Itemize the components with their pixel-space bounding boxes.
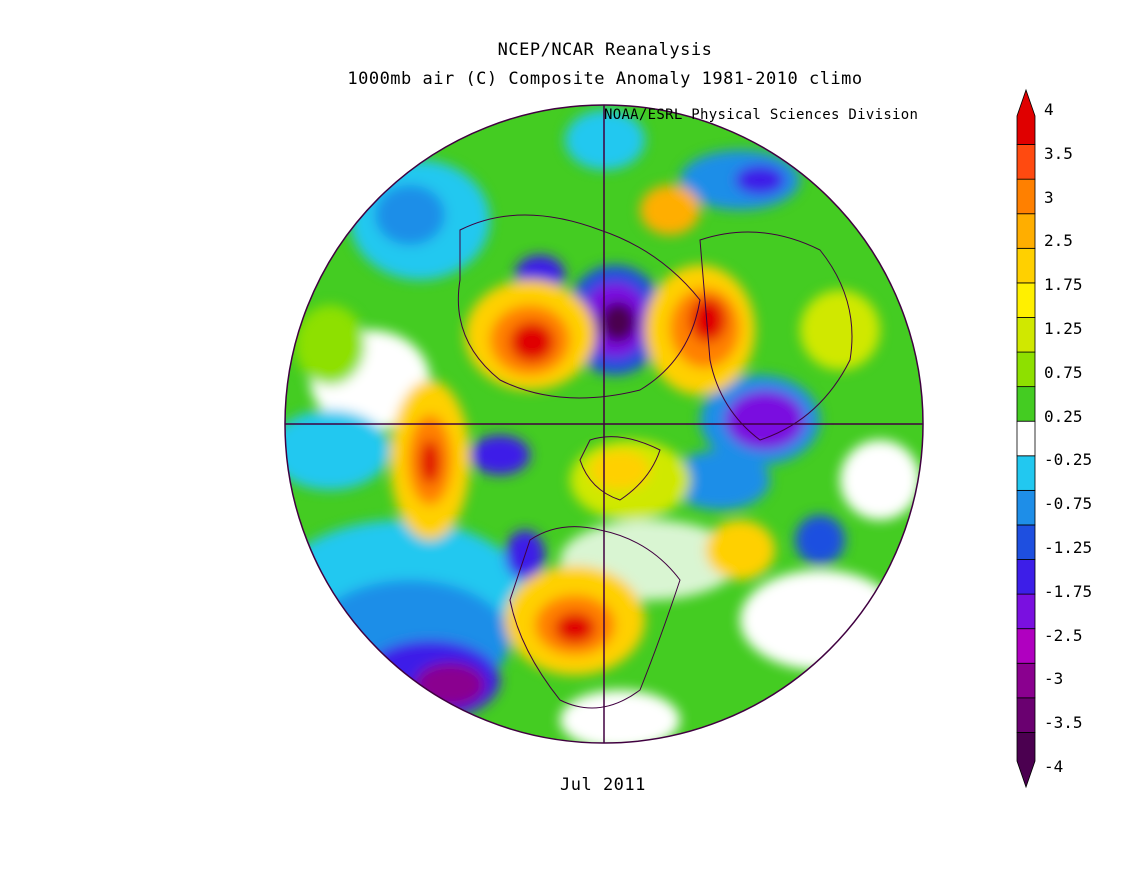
colorbar-swatch xyxy=(1016,351,1036,388)
colorbar-tick-label: 4 xyxy=(1044,100,1054,119)
credit-label: NOAA/ESRL Physical Sciences Division xyxy=(604,107,919,123)
colorbar-tick-label: -3 xyxy=(1044,669,1064,689)
colorbar-swatch xyxy=(1016,213,1036,249)
colorbar-tick-label: 2.5 xyxy=(1044,231,1073,251)
colorbar-swatch xyxy=(1016,88,1036,145)
colorbar-swatch xyxy=(1016,317,1036,353)
colorbar-swatch xyxy=(1016,559,1036,595)
colorbar-tick-label: 0.75 xyxy=(1044,362,1083,382)
colorbar-swatch xyxy=(1016,144,1036,180)
date-label: Jul 2011 xyxy=(560,775,646,795)
colorbar-swatch xyxy=(1016,455,1036,491)
colorbar-swatch xyxy=(1016,732,1036,789)
colorbar-swatch xyxy=(1016,178,1036,215)
colorbar-tick-label: 0.25 xyxy=(1044,406,1083,426)
colorbar-tick-label: 1.25 xyxy=(1044,319,1083,338)
colorbar-tick-label: -0.75 xyxy=(1044,494,1093,514)
title-line-2: 1000mb air (C) Composite Anomaly 1981-20… xyxy=(347,69,863,89)
colorbar-swatch xyxy=(1016,386,1036,422)
colorbar-swatch xyxy=(1016,697,1036,733)
colorbar-swatch xyxy=(1016,420,1036,457)
colorbar-tick-label: -3.5 xyxy=(1044,713,1083,733)
colorbar-tick-label: -0.25 xyxy=(1044,450,1093,470)
colorbar-tick-label: -1.25 xyxy=(1044,538,1093,557)
colorbar-swatch xyxy=(1016,628,1036,664)
colorbar-tick-label: 1.75 xyxy=(1044,275,1083,295)
colorbar-tick-label: -4 xyxy=(1044,757,1064,776)
colorbar-swatch xyxy=(1016,282,1036,318)
colorbar-swatch xyxy=(1016,593,1036,630)
colorbar-swatch xyxy=(1016,524,1036,560)
colorbar-swatch xyxy=(1016,489,1036,526)
colorbar-tick-label: 3.5 xyxy=(1044,143,1073,163)
title-line-1: NCEP/NCAR Reanalysis xyxy=(497,40,713,60)
colorbar-tick-label: -2.5 xyxy=(1044,625,1083,645)
colorbar-swatch xyxy=(1016,247,1036,284)
colorbar-tick-label: 3 xyxy=(1044,187,1054,207)
colorbar-tick-label: -1.75 xyxy=(1044,581,1093,601)
colorbar-swatch xyxy=(1016,662,1036,699)
